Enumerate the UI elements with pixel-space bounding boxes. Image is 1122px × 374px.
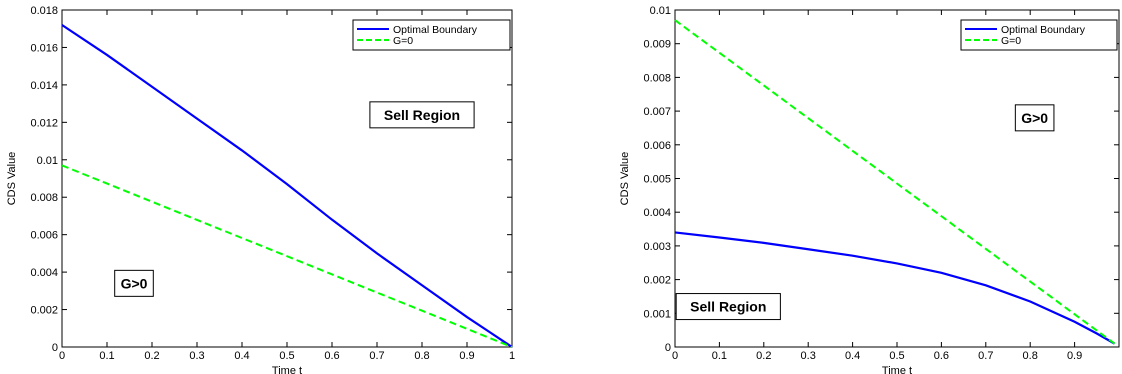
x-tick-label: 0.1: [99, 350, 114, 362]
y-tick-label: 0: [665, 342, 671, 354]
chart-2: 0 0.1 0.2 0.3 0.4 0.5 0.6 0.7 0.8 0.9 0 0.001 0.002 0…: [619, 5, 1120, 374]
y-tick-label: 0.006: [643, 140, 671, 152]
x-tick-label: 0.7: [978, 350, 993, 362]
x-tick-label: 0.6: [934, 350, 949, 362]
annotation-label: Sell Region: [690, 299, 766, 315]
y-tick-label: 0.014: [30, 80, 58, 92]
annotation-frame: [675, 293, 781, 321]
annotation-box: G>0: [1014, 104, 1055, 132]
y-tick-label: 0.006: [30, 230, 58, 242]
legend-entry: Optimal Boundary: [1001, 24, 1086, 36]
x-tick-label: 0.4: [845, 350, 860, 362]
annotation-frame: [1014, 104, 1055, 132]
x-tick-label: 0.2: [144, 350, 159, 362]
x-tick-label: 0.7: [369, 350, 384, 362]
x-tick-label: 0.6: [324, 350, 339, 362]
y-tick-label: 0.005: [643, 174, 671, 186]
x-tick-label: 0.5: [889, 350, 904, 362]
y-tick-label: 0.004: [30, 267, 58, 279]
legend-entry: Optimal Boundary: [393, 24, 478, 36]
chart-1: 0 0.1 0.2 0.3 0.4 0.5 0.6 0.7 0.8 0.9 1 0 0.002 0.004…: [6, 5, 515, 374]
y-tick-label: 0.008: [643, 72, 671, 84]
annotation-box: G>0: [114, 269, 154, 297]
y-tick-label: 0.003: [643, 241, 671, 253]
x-axis-label: Time t: [882, 365, 912, 374]
y-tick-label: 0.007: [643, 106, 671, 118]
y-tick-label: 0.012: [30, 117, 58, 129]
x-tick-label: 0.3: [801, 350, 816, 362]
legend-frame: [960, 19, 1118, 51]
series-line-optimal-boundary: [61, 24, 513, 348]
x-tick-label: 0.8: [414, 350, 429, 362]
x-tick-label: 0.8: [1023, 350, 1038, 362]
x-tick-label: 0: [672, 350, 678, 362]
x-tick-label: 0: [59, 350, 65, 362]
series-line-optimal-boundary: [674, 231, 1116, 345]
y-tick-label: 0.016: [30, 42, 58, 54]
y-tick-label: 0.01: [650, 5, 671, 17]
x-tick-label: 0.9: [1067, 350, 1082, 362]
y-tick-label: 0.009: [643, 39, 671, 51]
y-tick-label: 0.004: [643, 207, 671, 219]
x-tick-label: 0.5: [279, 350, 294, 362]
x-axis-label: Time t: [272, 365, 302, 374]
y-tick-label: 0.01: [37, 155, 58, 167]
series-line-g-zero: [674, 19, 1116, 345]
y-tick-label: 0: [52, 342, 58, 354]
y-tick-label: 0.018: [30, 5, 58, 17]
annotation-box: Sell Region: [675, 293, 781, 321]
annotation-label: G>0: [1021, 110, 1048, 126]
x-tick-label: 0.4: [234, 350, 249, 362]
x-tick-label: 0.2: [756, 350, 771, 362]
annotation-box: Sell Region: [369, 101, 475, 129]
legend-entry: G=0: [1001, 35, 1021, 47]
legend-frame: [352, 19, 511, 51]
x-tick-label: 0.9: [459, 350, 474, 362]
y-tick-label: 0.002: [643, 275, 671, 287]
series-line-g-zero: [61, 164, 513, 348]
y-tick-label: 0.002: [30, 305, 58, 317]
annotation-label: Sell Region: [384, 107, 460, 123]
x-tick-label: 0.1: [712, 350, 727, 362]
annotation-frame: [114, 269, 154, 297]
annotation-label: G>0: [121, 275, 148, 291]
x-tick-label: 0.3: [189, 350, 204, 362]
y-tick-label: 0.008: [30, 192, 58, 204]
y-axis-label: CDS Value: [619, 152, 631, 206]
annotation-frame: [369, 101, 475, 129]
legend-entry: G=0: [393, 35, 413, 47]
x-tick-label: 1: [509, 350, 515, 362]
y-tick-label: 0.001: [643, 308, 671, 320]
y-axis-label: CDS Value: [6, 152, 18, 206]
